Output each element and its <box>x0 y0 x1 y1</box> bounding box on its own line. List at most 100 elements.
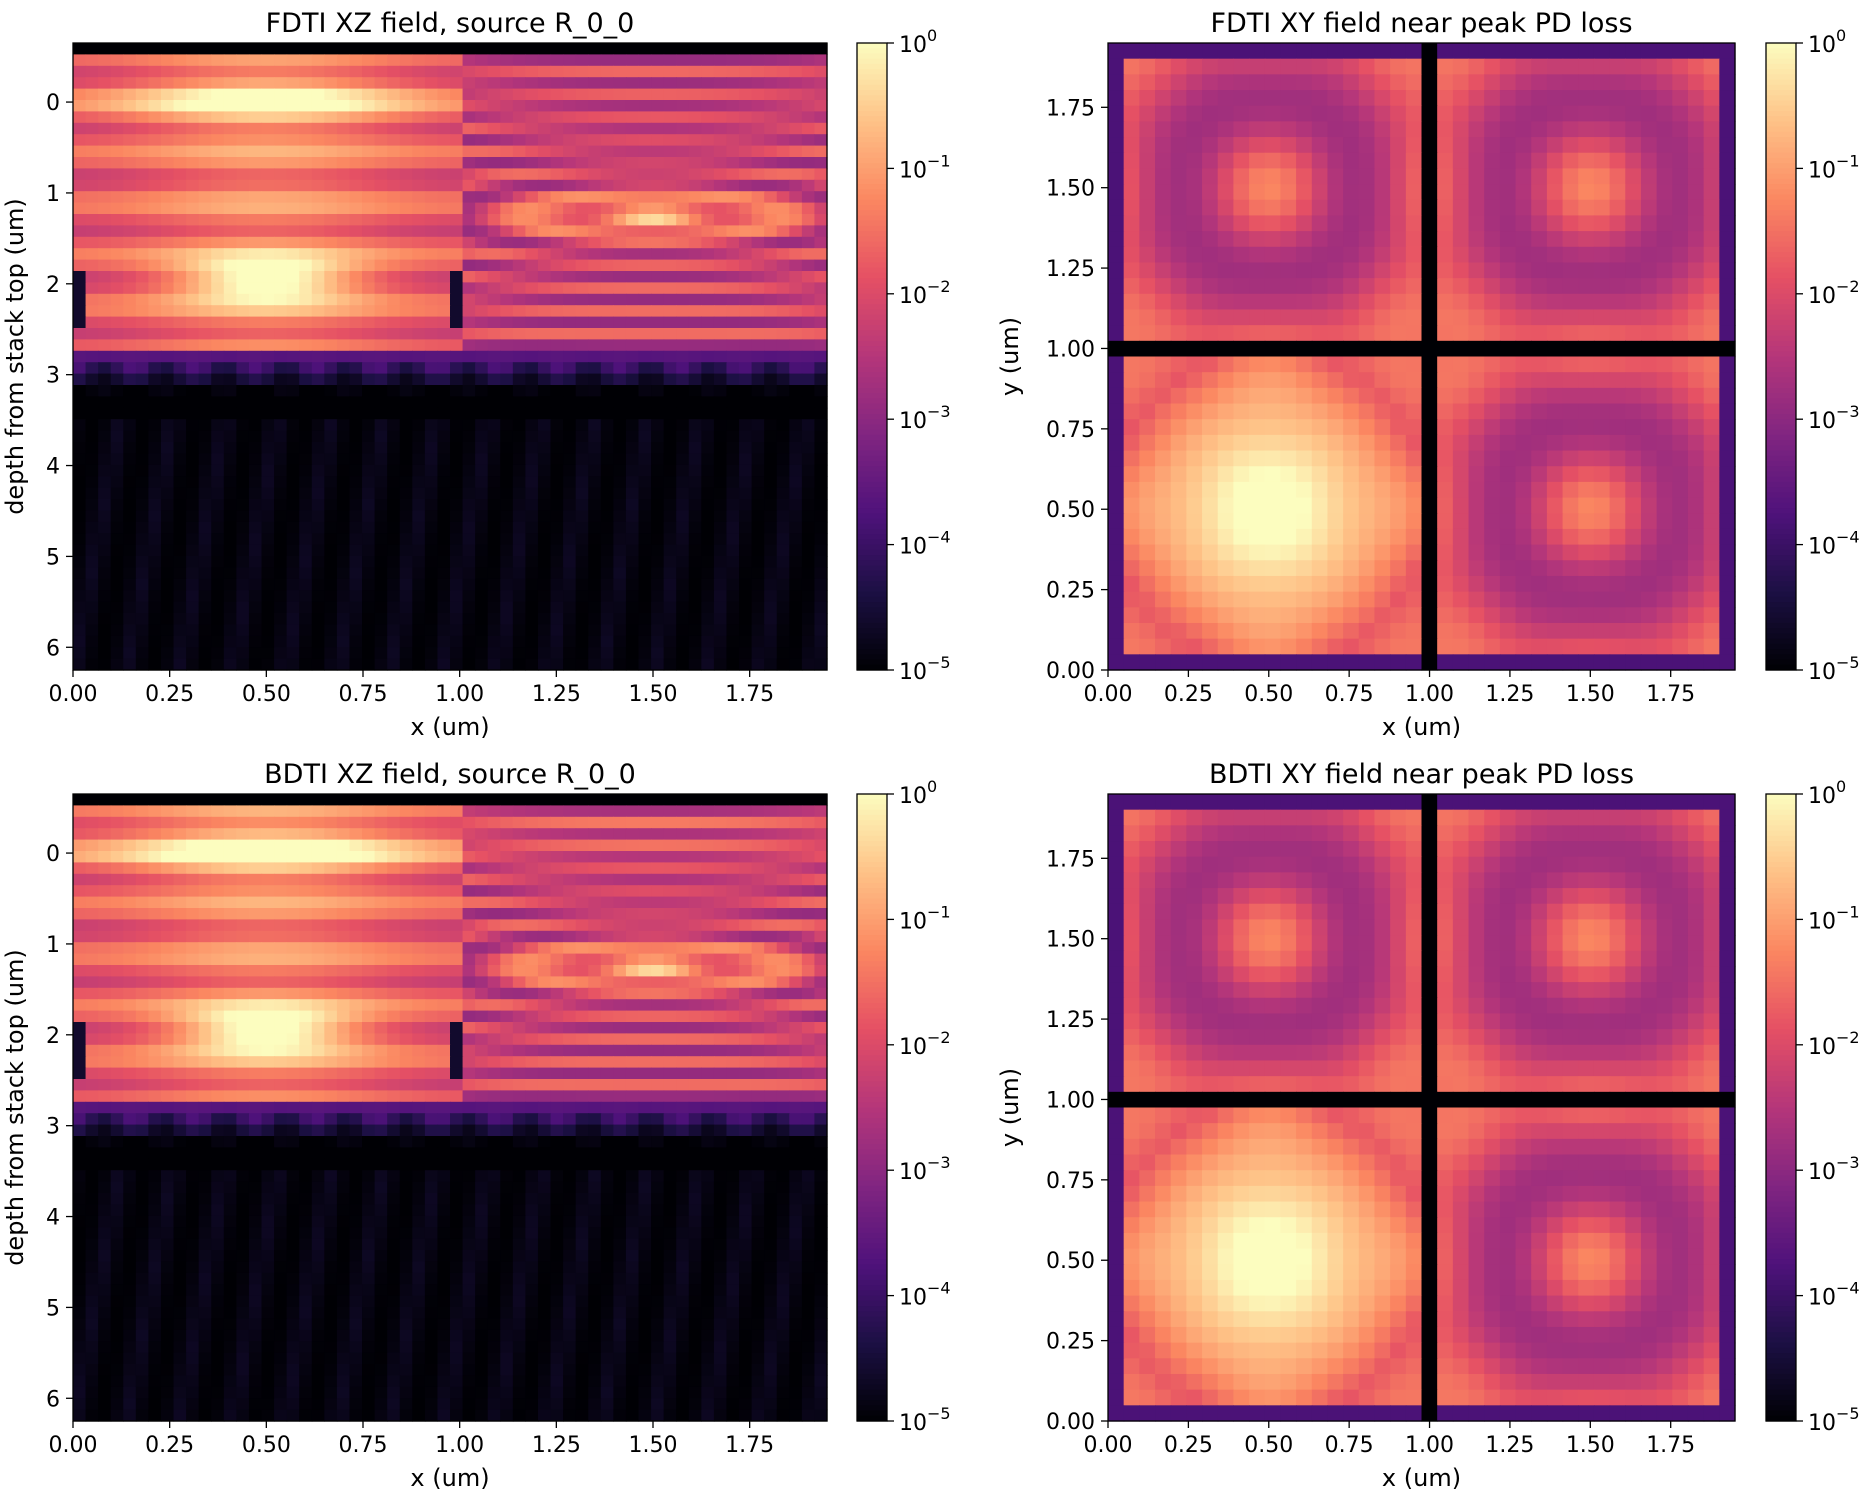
heatmap-cell <box>1578 246 1595 264</box>
heatmap-cell <box>625 282 640 295</box>
heatmap-cell <box>1719 43 1736 60</box>
heatmap-cell <box>236 88 250 101</box>
heatmap-cell <box>1108 387 1125 405</box>
heatmap-cell <box>1562 90 1579 107</box>
heatmap-cell <box>362 77 376 90</box>
heatmap-cell <box>274 202 288 215</box>
heatmap-cell <box>1703 58 1720 75</box>
heatmap-cell <box>424 464 439 477</box>
heatmap-cell <box>286 305 300 318</box>
heatmap-cell <box>223 590 237 603</box>
heatmap-cell <box>776 419 790 432</box>
heatmap-cell <box>1343 121 1360 138</box>
heatmap-cell <box>1609 372 1626 389</box>
heatmap-cell <box>1468 528 1485 546</box>
heatmap-cell <box>1437 58 1454 75</box>
heatmap-cell <box>1531 450 1548 467</box>
heatmap-cell <box>751 248 765 261</box>
heatmap-cell <box>148 658 162 671</box>
heatmap-cell <box>1625 199 1642 217</box>
heatmap-cell <box>211 601 225 614</box>
heatmap-cell <box>789 65 803 78</box>
heatmap-cell <box>1562 58 1579 75</box>
heatmap-cell <box>1437 262 1454 279</box>
heatmap-cell <box>1484 309 1501 326</box>
heatmap-cell <box>374 259 388 272</box>
heatmap-cell <box>676 236 690 249</box>
heatmap-cell <box>198 77 212 90</box>
colorbar-segment <box>857 544 887 551</box>
heatmap-cell <box>248 236 263 249</box>
heatmap-cell <box>349 647 363 660</box>
heatmap-cell <box>625 487 640 500</box>
heatmap-cell <box>362 225 376 238</box>
heatmap-cell <box>299 271 313 283</box>
heatmap-cell <box>487 225 501 238</box>
heatmap-cell <box>261 464 275 477</box>
heatmap-cell <box>726 339 740 352</box>
heatmap-cell <box>299 54 313 67</box>
heatmap-cell <box>1499 168 1517 185</box>
heatmap-cell <box>374 43 388 55</box>
heatmap-cell <box>248 350 263 363</box>
heatmap-cell <box>550 54 564 67</box>
heatmap-cell <box>160 601 175 614</box>
heatmap-cell <box>462 635 476 648</box>
heatmap-cell <box>1390 419 1407 436</box>
heatmap-cell <box>563 77 577 90</box>
heatmap-cell <box>1546 58 1564 75</box>
heatmap-cell <box>412 396 426 409</box>
heatmap-cell <box>726 499 740 511</box>
heatmap-cell <box>387 396 401 409</box>
heatmap-cell <box>424 419 439 432</box>
heatmap-cell <box>801 601 816 614</box>
heatmap-cell <box>1217 560 1234 577</box>
heatmap-cell <box>1719 262 1736 279</box>
heatmap-cell <box>349 373 363 386</box>
colorbar-tick-label: 100 <box>899 26 937 58</box>
heatmap-cell <box>110 225 124 238</box>
heatmap-cell <box>1405 43 1423 60</box>
heatmap-cell <box>1343 90 1360 107</box>
heatmap-cell <box>1484 293 1501 311</box>
heatmap-cell <box>374 54 388 67</box>
colorbar-segment <box>857 607 887 614</box>
heatmap-cell <box>349 556 363 568</box>
heatmap-cell <box>814 168 828 181</box>
heatmap-cell <box>726 578 740 591</box>
heatmap-cell <box>1358 403 1376 420</box>
heatmap-cell <box>1327 152 1344 170</box>
heatmap-cell <box>336 647 351 660</box>
heatmap-cell <box>1437 466 1454 483</box>
heatmap-cell <box>135 43 149 55</box>
heatmap-cell <box>1405 372 1423 389</box>
heatmap-cell <box>1640 152 1658 170</box>
heatmap-cell <box>1374 387 1391 405</box>
heatmap-cell <box>512 65 526 78</box>
heatmap-cell <box>1296 215 1313 232</box>
heatmap-cell <box>789 521 803 534</box>
heatmap-cell <box>1358 622 1376 640</box>
heatmap-cell <box>399 43 413 55</box>
heatmap-cell <box>751 134 765 147</box>
heatmap-cell <box>1343 403 1360 420</box>
heatmap-cell <box>1343 466 1360 483</box>
heatmap-cell <box>487 510 501 523</box>
heatmap-cell <box>1656 152 1673 170</box>
heatmap-cell <box>1233 90 1250 107</box>
heatmap-cell <box>274 43 288 55</box>
heatmap-cell <box>311 111 325 124</box>
heatmap <box>73 43 828 671</box>
heatmap-cell <box>1656 137 1673 154</box>
heatmap-cell <box>575 453 589 466</box>
heatmap-cell <box>274 647 288 660</box>
heatmap-cell <box>1499 137 1517 154</box>
heatmap-cell <box>349 328 363 340</box>
heatmap-cell <box>223 111 237 124</box>
heatmap-cell <box>1405 560 1423 577</box>
heatmap-cell <box>814 316 828 329</box>
heatmap-cell <box>135 373 149 386</box>
heatmap-cell <box>1625 58 1642 75</box>
heatmap-cell <box>123 214 137 226</box>
heatmap-cell <box>1343 372 1360 389</box>
